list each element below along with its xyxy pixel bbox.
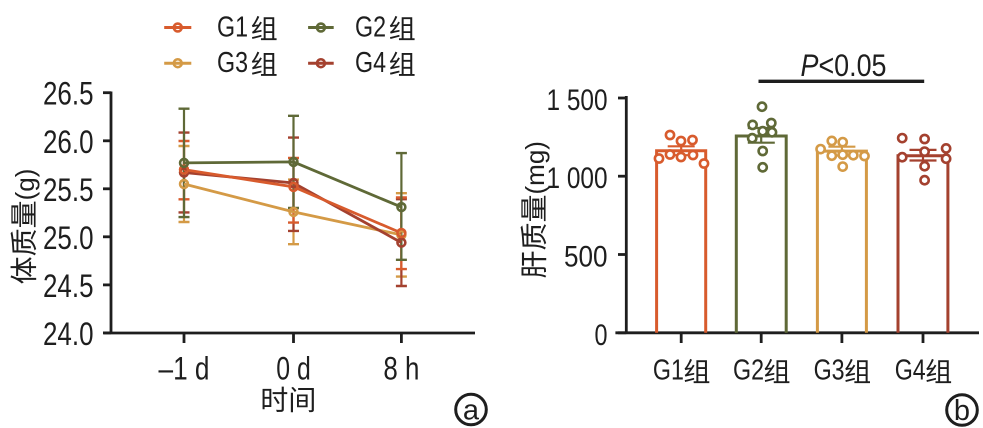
svg-text:26.5: 26.5 (43, 76, 94, 112)
svg-text:G4: G4 (895, 355, 926, 387)
svg-text:24.5: 24.5 (43, 268, 94, 304)
svg-text:500: 500 (564, 241, 608, 274)
svg-text:26.0: 26.0 (43, 124, 94, 160)
svg-text:8 h: 8 h (383, 351, 419, 387)
svg-text:25.0: 25.0 (43, 220, 94, 256)
svg-text:0 d: 0 d (276, 351, 311, 387)
svg-text:G2: G2 (733, 355, 764, 387)
svg-text:G2: G2 (355, 12, 386, 44)
svg-text:1 500: 1 500 (547, 84, 608, 117)
svg-text:–1 d: –1 d (159, 351, 210, 387)
svg-text:1 000: 1 000 (547, 162, 608, 195)
svg-text:24.0: 24.0 (43, 316, 94, 352)
svg-text:G3: G3 (217, 47, 248, 79)
svg-text:0: 0 (595, 319, 608, 352)
svg-text:(g): (g) (10, 169, 40, 201)
svg-text:G1: G1 (217, 12, 248, 44)
svg-text:P<0.05: P<0.05 (801, 47, 887, 83)
svg-text:b: b (954, 395, 970, 427)
svg-text:G1: G1 (653, 355, 684, 387)
svg-text:G3: G3 (814, 355, 845, 387)
svg-text:a: a (463, 395, 480, 427)
svg-text:25.5: 25.5 (43, 172, 94, 208)
svg-text:G4: G4 (355, 47, 386, 79)
svg-text:(mg): (mg) (520, 141, 550, 194)
